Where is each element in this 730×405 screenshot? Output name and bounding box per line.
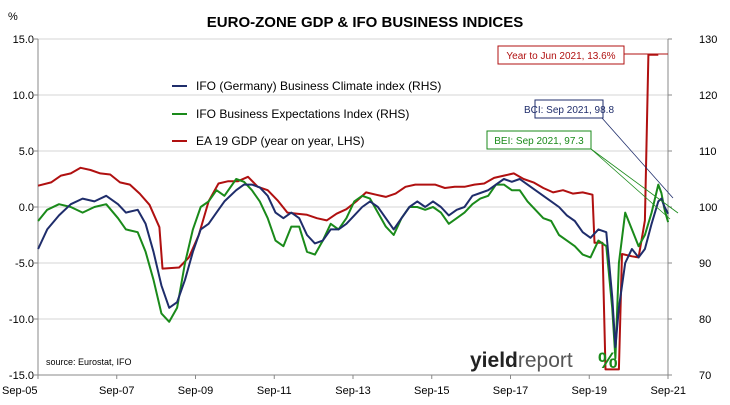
source-note: source: Eurostat, IFO <box>46 357 132 367</box>
legend-label-ea19-gdp: EA 19 GDP (year on year, LHS) <box>196 134 365 148</box>
annotation-leader-bei-b <box>590 148 671 220</box>
y-right-tick-label: 130 <box>699 34 717 46</box>
y-left-tick-label: 15.0 <box>13 34 34 46</box>
series-business-expectations <box>37 178 670 360</box>
y-right-ticks: 130 120 110 100 90 80 70 <box>699 34 717 382</box>
x-tick-label: Sep-15 <box>414 385 449 397</box>
chart-title: EURO-ZONE GDP & IFO BUSINESS INDICES <box>207 14 523 31</box>
annotation-box-bei <box>486 130 592 150</box>
annotation-gdp: Year to Jun 2021, 13.6% <box>506 51 615 62</box>
series-business-climate <box>37 178 669 348</box>
annotation-bei: BEI: Sep 2021, 97.3 <box>494 136 584 147</box>
series-ea19-gdp <box>37 53 659 371</box>
y-left-tick-label: 10.0 <box>13 90 34 102</box>
x-tick-label: Sep-19 <box>572 385 607 397</box>
y-right-tick-label: 70 <box>699 370 711 382</box>
annotation-leader-bei-a <box>590 148 679 214</box>
x-tick-label: Sep-21 <box>651 385 686 397</box>
y-right-tick-label: 90 <box>699 258 711 270</box>
x-tick-label: Sep-09 <box>178 385 213 397</box>
y-left-tick-label: -10.0 <box>9 314 34 326</box>
annotation-leader-bci <box>601 117 674 199</box>
x-tick-label: Sep-05 <box>2 385 37 397</box>
y-left-tick-label: -5.0 <box>15 258 34 270</box>
axes <box>34 38 672 379</box>
y-right-tick-label: 80 <box>699 314 711 326</box>
annotation-bci: BCI: Sep 2021, 98.8 <box>524 105 615 116</box>
brand-wordmark: yieldreport <box>470 349 573 372</box>
x-ticks: Sep-05 Sep-07 Sep-09 Sep-11 Sep-13 Sep-15 Sep-… <box>2 385 686 397</box>
y-left-tick-label: 0.0 <box>19 202 34 214</box>
x-tick-label: Sep-07 <box>99 385 134 397</box>
y-left-tick-label: -15.0 <box>9 370 34 382</box>
y-right-tick-label: 100 <box>699 202 717 214</box>
annotation-box-gdp <box>497 45 625 65</box>
annotations: Year to Jun 2021, 13.6% BCI: Sep 2021, 9… <box>486 45 679 220</box>
brand-logo: yieldreport % <box>470 348 618 373</box>
x-tick-label: Sep-11 <box>257 385 292 397</box>
y-left-unit-label: % <box>8 11 18 23</box>
y-right-tick-label: 120 <box>699 90 717 102</box>
brand-percent-icon: % <box>598 348 618 373</box>
annotation-box-bci <box>534 99 604 119</box>
legend-label-business-climate: IFO (Germany) Business Climate index (RH… <box>196 79 441 93</box>
legend-label-business-expectations: IFO Business Expectations Index (RHS) <box>196 107 409 121</box>
legend: IFO (Germany) Business Climate index (RH… <box>172 79 441 148</box>
y-right-tick-label: 110 <box>699 146 717 158</box>
x-tick-label: Sep-13 <box>335 385 370 397</box>
y-left-ticks: 15.0 10.0 5.0 0.0 -5.0 -10.0 -15.0 <box>9 34 34 382</box>
x-tick-label: Sep-17 <box>493 385 528 397</box>
series-lines <box>37 53 670 371</box>
y-left-tick-label: 5.0 <box>19 146 34 158</box>
